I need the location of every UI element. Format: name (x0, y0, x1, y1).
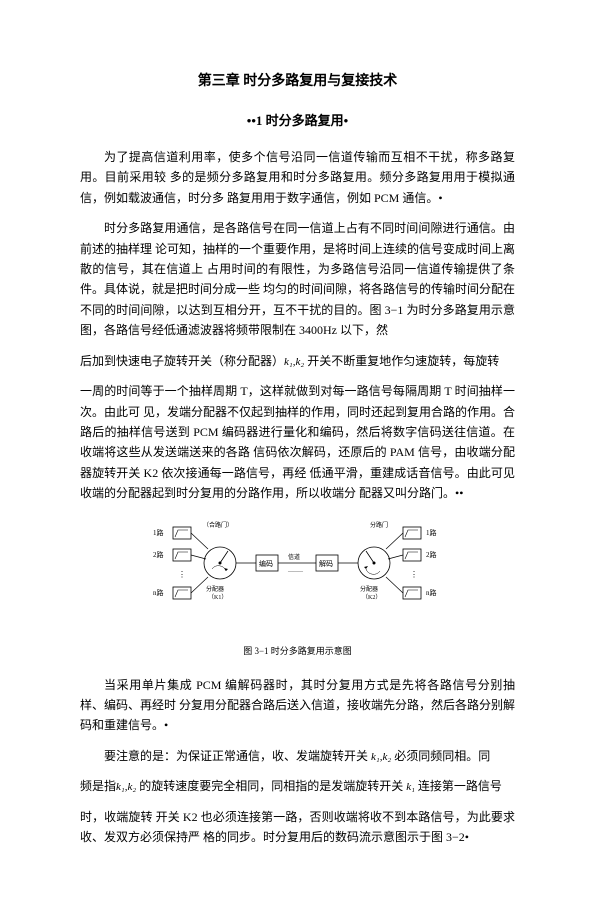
paragraph-2: 时分多路复用通信，是各路信号在同一信道上占有不同时间间隙进行通信。由前述的抽样理… (80, 218, 515, 340)
rotary-text-b: 开关不断重复地作匀速旋转，每旋转 (304, 354, 499, 368)
paragraph-4: 当采用单片集成 PCM 编解码器时，其时分复用方式是先将各路信号分别抽样、编码、… (80, 675, 515, 736)
paragraph-rotary: 后加到快速电子旋转开关（称分配器）k₁,k₂ 开关不断重复地作匀速旋转，每旋转 (80, 351, 515, 372)
p6-c: 连接第一路信号 (418, 779, 502, 793)
var-k1-inline: k₁,k₂ (284, 356, 304, 368)
svg-text:分路门: 分路门 (370, 521, 388, 529)
svg-text:分配器: 分配器 (206, 585, 224, 593)
p6-b: 的旋转速度要完全相同，同相指的是发端旋转开关 (139, 779, 403, 793)
svg-text:⋮: ⋮ (410, 570, 418, 579)
svg-text:2路: 2路 (153, 550, 164, 559)
tdm-diagram: 1路 2路 n路 ⋮ 分配器 （K1） （合路门） 编码 信道 ——— (148, 519, 448, 629)
diagram-caption: 图 3−1 时分多路复用示意图 (80, 644, 515, 657)
document-page: 第三章 时分多路复用与复接技术 ••1 时分多路复用• 为了提高信道利用率，使多… (0, 0, 595, 898)
p6-a: 频是指 (80, 779, 116, 793)
svg-text:2路: 2路 (426, 550, 437, 559)
svg-text:编码: 编码 (259, 559, 273, 568)
paragraph-6: 频是指k₁,k₂ 的旋转速度要完全相同，同相指的是发端旋转开关 k₁ 连接第一路… (80, 776, 515, 797)
paragraph-3: 一周的时间等于一个抽样周期 T，这样就做到对每一路信号每隔周期 T 时间抽样一次… (80, 381, 515, 503)
section-title: ••1 时分多路复用• (80, 110, 515, 129)
p5-b: 必须同频同相。同 (394, 749, 490, 763)
svg-text:n路: n路 (153, 588, 164, 597)
svg-text:信道: 信道 (288, 553, 300, 561)
svg-text:n路: n路 (426, 588, 437, 597)
svg-text:⋮: ⋮ (178, 570, 186, 579)
rotary-text-a: 后加到快速电子旋转开关（称分配器） (80, 354, 284, 368)
svg-text:（合路门）: （合路门） (203, 521, 233, 529)
svg-text:1路: 1路 (153, 528, 164, 537)
chapter-title: 第三章 时分多路复用与复接技术 (80, 70, 515, 90)
svg-text:（K2）: （K2） (362, 594, 381, 601)
svg-text:（K1）: （K1） (208, 594, 227, 601)
svg-text:解码: 解码 (319, 559, 333, 568)
paragraph-5: 要注意的是：为保证正常通信，收、发端旋转开关 k₁,k₂ 必须同频同相。同 (80, 746, 515, 767)
paragraph-1: 为了提高信道利用率，使多个信号沿同一信道传输而互相不干扰，称多路复用。目前采用较… (80, 147, 515, 208)
var-k1-b: k₁ (406, 781, 415, 793)
svg-text:分配器: 分配器 (360, 585, 378, 593)
svg-text:———: ——— (287, 570, 304, 575)
svg-text:1路: 1路 (426, 528, 437, 537)
p5-a: 要注意的是：为保证正常通信，收、发端旋转开关 (104, 749, 368, 763)
var-k12-b: k₁,k₂ (116, 781, 136, 793)
var-k12-a: k₁,k₂ (371, 751, 391, 763)
